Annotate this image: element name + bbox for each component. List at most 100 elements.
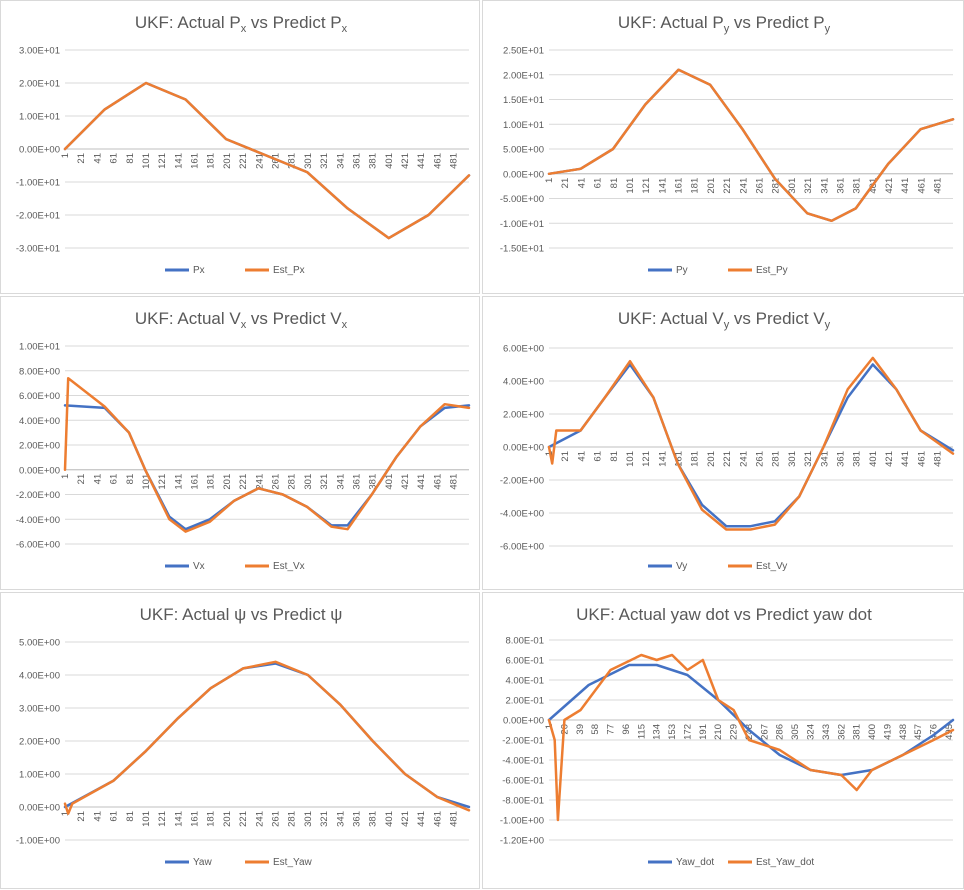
y-tick-label: -6.00E-01 [502, 776, 544, 787]
x-tick-label: 61 [593, 451, 604, 462]
chart-title-main: UKF: Actual ψ vs Predict ψ [140, 605, 343, 624]
x-tick-label: 121 [157, 474, 168, 490]
x-tick-label: 361 [835, 178, 846, 194]
chart-title-middle: vs Predict P [729, 13, 824, 32]
y-tick-label: 2.50E+01 [503, 46, 544, 57]
x-tick-label: 261 [271, 811, 282, 827]
x-tick-label: 41 [576, 178, 587, 189]
legend-label: Est_Vx [273, 561, 305, 572]
y-tick-label: -4.00E+00 [500, 509, 544, 520]
x-tick-label: 457 [913, 724, 924, 740]
x-tick-label: 481 [933, 178, 944, 194]
y-tick-label: -3.00E+01 [16, 244, 60, 255]
legend-label: Est_Yaw [273, 857, 312, 868]
y-tick-label: -1.50E+01 [500, 244, 544, 255]
x-tick-label: 261 [271, 474, 282, 490]
x-tick-label: 281 [771, 451, 782, 467]
x-tick-label: 121 [157, 153, 168, 169]
x-tick-label: 221 [722, 451, 733, 467]
x-tick-label: 221 [238, 153, 249, 169]
chart-title: UKF: Actual yaw dot vs Predict yaw dot [576, 605, 872, 624]
x-tick-label: 461 [432, 811, 443, 827]
chart-title-main: UKF: Actual P [135, 13, 241, 32]
chart-title-middle: vs Predict V [729, 309, 825, 328]
x-tick-label: 301 [787, 451, 798, 467]
x-tick-label: 161 [190, 811, 201, 827]
chart-panel-yaw: UKF: Actual ψ vs Predict ψ 5.00E+00 4.00E+… [0, 592, 480, 889]
x-tick-label: 101 [141, 153, 152, 169]
x-tick-label: 341 [335, 474, 346, 490]
chart-title-subscript: y [825, 319, 831, 331]
x-tick-label: 381 [852, 724, 863, 740]
x-tick-label: 229 [729, 724, 740, 740]
x-tick-label: 481 [449, 153, 460, 169]
x-tick-label: 461 [916, 451, 927, 467]
x-tick-label: 341 [819, 451, 830, 467]
x-tick-label: 61 [593, 178, 604, 189]
x-tick-label: 361 [351, 474, 362, 490]
x-tick-label: 419 [882, 724, 893, 740]
x-tick-label: 381 [368, 153, 379, 169]
x-tick-label: 281 [287, 474, 298, 490]
chart-title-subscript: y [825, 23, 831, 35]
x-tick-label: 441 [416, 153, 427, 169]
y-tick-label: 4.00E+00 [19, 671, 60, 682]
series-line-est_yaw_dot [547, 653, 955, 822]
y-tick-label: 3.00E+00 [19, 704, 60, 715]
x-tick-label: 172 [682, 724, 693, 740]
x-tick-label: 210 [713, 724, 724, 740]
x-tick-label: 161 [190, 153, 201, 169]
y-tick-label: -6.00E+00 [16, 540, 60, 551]
x-tick-label: 281 [771, 178, 782, 194]
x-tick-label: 286 [775, 724, 786, 740]
chart-panel-vy: UKF: Actual Vy vs Predict Vy 6.00E+00 4.00… [482, 296, 964, 590]
x-tick-label: 81 [125, 474, 136, 485]
y-tick-label: 0.00E+00 [19, 145, 60, 156]
x-tick-label: 21 [76, 811, 87, 822]
x-tick-label: 421 [400, 153, 411, 169]
x-tick-label: 21 [76, 474, 87, 485]
x-tick-label: 401 [384, 474, 395, 490]
chart-title-middle: vs Predict P [246, 13, 341, 32]
x-tick-label: 58 [590, 724, 601, 735]
series-line-est_px [63, 81, 471, 240]
x-tick-label: 301 [303, 153, 314, 169]
series-line-est_py [547, 68, 955, 223]
x-tick-label: 141 [173, 153, 184, 169]
chart-title: UKF: Actual Vx vs Predict Vx [135, 309, 348, 331]
x-tick-label: 221 [238, 811, 249, 827]
y-tick-label: 6.00E+00 [19, 391, 60, 402]
y-tick-label: 1.00E+01 [19, 342, 60, 353]
legend-label: Px [193, 265, 205, 276]
x-tick-label: 181 [206, 811, 217, 827]
y-tick-label: 2.00E+01 [19, 79, 60, 90]
chart-svg: UKF: Actual ψ vs Predict ψ 5.00E+00 4.00E+… [16, 605, 471, 868]
x-tick-label: 1 [544, 178, 555, 183]
x-tick-label: 1 [60, 474, 71, 479]
chart-title-main: UKF: Actual P [618, 13, 724, 32]
x-tick-label: 115 [636, 724, 647, 739]
chart-title: UKF: Actual Vy vs Predict Vy [618, 309, 831, 331]
x-tick-label: 77 [606, 724, 617, 735]
y-tick-label: 1.50E+01 [503, 95, 544, 106]
x-tick-label: 241 [738, 178, 749, 194]
x-tick-label: 101 [141, 811, 152, 827]
x-tick-label: 241 [254, 153, 265, 169]
x-tick-label: 301 [303, 474, 314, 490]
y-tick-label: 2.00E-01 [505, 696, 544, 707]
x-tick-label: 81 [609, 178, 620, 189]
x-tick-label: 61 [109, 153, 120, 164]
x-tick-label: 141 [657, 451, 668, 467]
x-tick-label: 241 [738, 451, 749, 467]
x-tick-label: 39 [575, 724, 586, 735]
x-tick-label: 324 [806, 724, 817, 740]
x-tick-label: 301 [787, 178, 798, 194]
x-tick-label: 201 [222, 474, 233, 490]
x-tick-label: 361 [835, 451, 846, 467]
series-line-vx [63, 404, 471, 531]
x-tick-label: 381 [852, 451, 863, 467]
x-tick-label: 281 [287, 153, 298, 169]
y-tick-label: -4.00E+00 [16, 515, 60, 526]
x-tick-label: 438 [898, 724, 909, 740]
x-tick-label: 401 [384, 153, 395, 169]
